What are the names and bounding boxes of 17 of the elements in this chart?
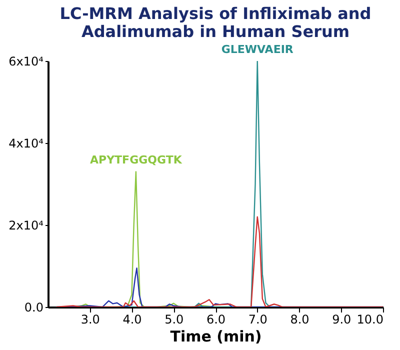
y-tick-label: 4x10⁴	[8, 136, 44, 150]
y-tick-label: 6x10⁴	[8, 54, 44, 68]
x-tick-label: 5.0	[164, 312, 184, 326]
annotation: GLEWVAEIR	[221, 43, 294, 56]
line-series	[56, 216, 383, 307]
y-tick-label: 2x10⁴	[8, 218, 44, 232]
x-tick-label: 10.0	[356, 312, 384, 326]
x-tick-label: 8.0	[290, 312, 310, 326]
x-tick-label: 7.0	[248, 312, 268, 326]
x-tick-label: 6.0	[206, 312, 226, 326]
x-tick-label: 9.0	[332, 312, 352, 326]
chart-title: LC-MRM Analysis of Infliximab and Adalimumab in Human Serum	[60, 4, 372, 41]
x-tick-label: 4.0	[122, 312, 142, 326]
y-tick-label: 0.0	[24, 300, 44, 314]
annotation: APYTFGGQGTK	[90, 154, 182, 167]
x-tick-label: 3.0	[80, 312, 100, 326]
x-axis-title: Time (min)	[170, 328, 262, 346]
